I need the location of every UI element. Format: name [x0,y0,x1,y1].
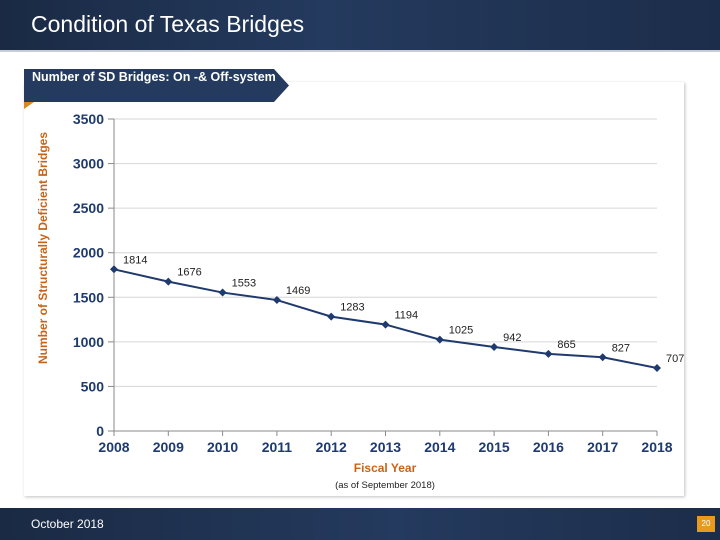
x-tick-label-2018: 2018 [641,439,672,455]
data-label-2008: 1814 [123,254,147,266]
data-label-2010: 1553 [232,278,256,290]
header-bar [0,0,720,50]
x-tick-label-2016: 2016 [533,439,564,455]
y-tick-label-2500: 2500 [73,200,104,216]
data-label-2012: 1283 [340,302,364,314]
data-label-2015: 942 [503,332,521,344]
data-point-2008 [110,265,118,274]
data-point-2011 [272,296,281,305]
x-tick-label-2012: 2012 [316,439,347,455]
y-tick-label-1500: 1500 [73,289,104,305]
x-tick-label-2010: 2010 [207,439,238,455]
chart-title-ribbon [24,69,289,102]
y-tick-labels: 0 500 1000 1500 2000 2500 3000 3500 [73,111,104,439]
page-title: Condition of Texas Bridges [31,11,305,37]
x-tick-label-2008: 2008 [98,439,129,455]
data-label-2011: 1469 [286,285,310,297]
data-label-2016: 865 [557,339,575,351]
data-points [110,265,661,372]
x-tick-label-2015: 2015 [479,439,510,455]
x-tick-label-2014: 2014 [424,439,455,455]
y-tick-label-1000: 1000 [73,334,104,350]
data-label-2014: 1025 [449,325,473,337]
x-tick-labels: 2008 2009 2010 2011 2012 2013 2014 2015 2016 2017… [98,439,672,455]
data-point-2012 [327,312,336,321]
page-number-badge: 20 [697,516,715,532]
y-tick-label-3500: 3500 [73,111,104,127]
data-labels: 1814 1676 1553 1469 1283 1194 1025 942 865 827 707 [123,254,684,365]
data-point-2017 [598,353,607,362]
x-tick-label-2013: 2013 [370,439,401,455]
data-label-2009: 1676 [177,267,201,279]
chart-card [24,82,684,496]
data-point-2015 [490,343,499,352]
footer-date: October 2018 [31,517,104,531]
x-tick-label-2011: 2011 [262,439,293,455]
y-tick-label-500: 500 [81,378,105,394]
x-tick-label-2017: 2017 [587,439,618,455]
series-line-layer [113,268,658,369]
footer-bar [0,508,720,540]
data-label-2018: 707 [666,353,684,365]
series-line-0 [113,268,658,369]
y-tick-label-0: 0 [96,423,104,439]
data-as-of-note: (as of September 2018) [335,480,435,491]
chart-title: Number of SD Bridges: On -& Off-system [32,70,276,84]
x-axis-title: Fiscal Year [354,461,417,475]
data-point-2016 [544,349,553,358]
x-tick-label-2009: 2009 [153,439,184,455]
y-axis-title: Number of Structurally Deficient Bridges [36,132,50,364]
data-point-2010 [218,288,227,297]
data-label-2017: 827 [612,342,630,354]
axes [108,118,658,436]
grid-lines [114,118,657,387]
ribbon-fold [24,102,34,109]
y-tick-label-2000: 2000 [73,245,104,261]
y-tick-label-3000: 3000 [73,156,104,172]
data-point-2013 [381,320,390,329]
data-point-2014 [435,335,444,344]
data-label-2013: 1194 [395,310,419,322]
header-divider [0,50,720,52]
data-point-2009 [164,277,173,286]
data-point-2018 [653,363,661,372]
